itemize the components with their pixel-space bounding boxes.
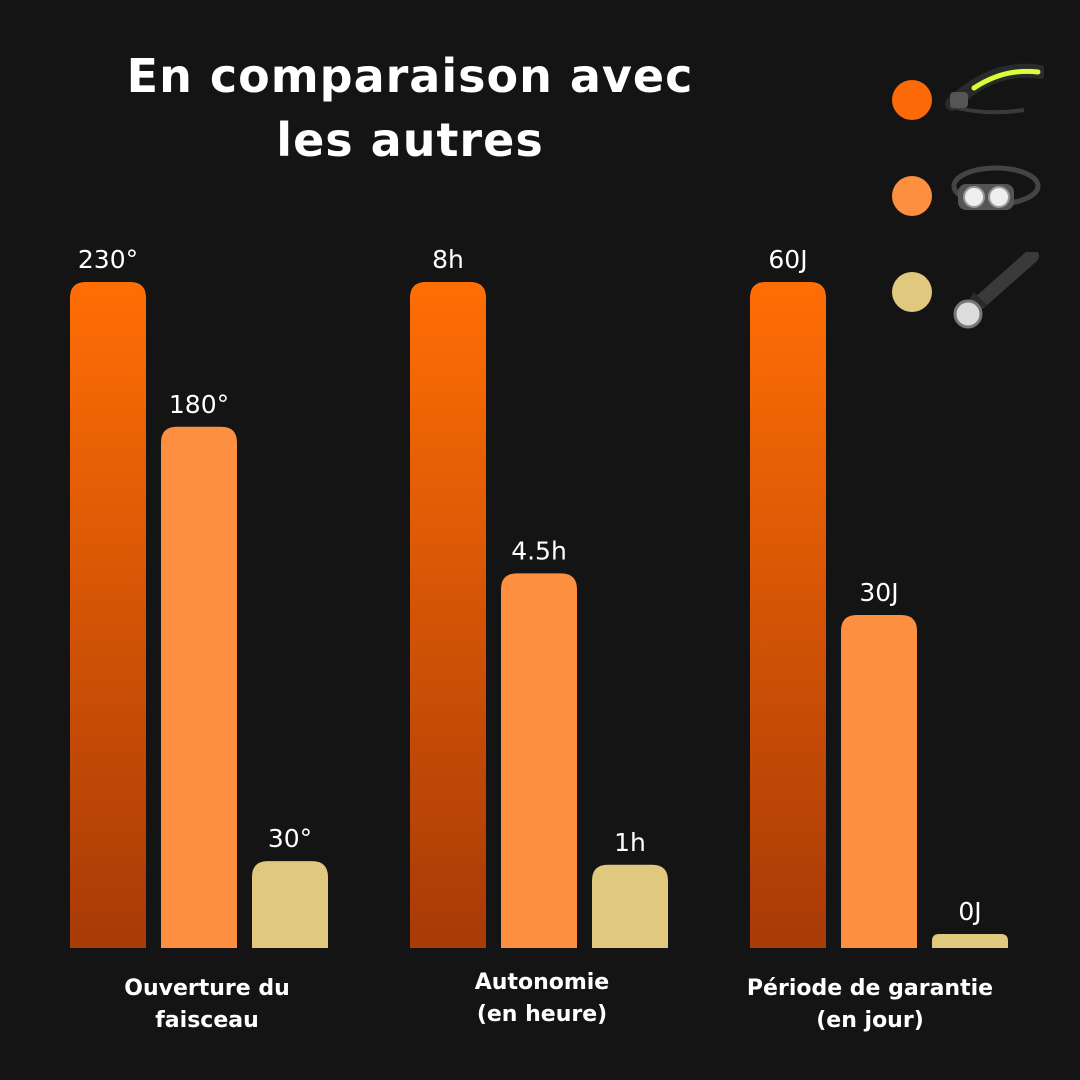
data-label-group-1-bar-3: 30° bbox=[268, 824, 312, 853]
category-label-2: Autonomie (en heure) bbox=[474, 970, 610, 1027]
legend-swatch-1 bbox=[892, 80, 932, 120]
bar-group-2-bar-2 bbox=[501, 573, 577, 948]
legend-swatch-2 bbox=[892, 176, 932, 216]
category-label-1: Ouverture du faisceau bbox=[124, 976, 290, 1033]
legend-item-2 bbox=[888, 156, 1058, 236]
bar-group-3-bar-1 bbox=[750, 282, 826, 948]
legend-item-3 bbox=[888, 252, 1058, 332]
data-label-group-3-bar-1: 60J bbox=[768, 245, 807, 274]
bar-group-2-bar-3 bbox=[592, 864, 668, 948]
bar-group-2-bar-1 bbox=[410, 282, 486, 948]
data-label-group-3-bar-3: 0J bbox=[958, 897, 981, 926]
legend-item-1 bbox=[888, 60, 1058, 140]
bar-group-1-bar-3 bbox=[252, 861, 328, 948]
data-label-group-1-bar-1: 230° bbox=[78, 245, 138, 274]
data-label-group-2-bar-3: 1h bbox=[614, 828, 646, 857]
legend-swatch-3 bbox=[892, 272, 932, 312]
bar-group-3-bar-3 bbox=[932, 934, 1008, 948]
bars-layer: 230° 180° 30° 8h 4.5h 1h 60J 30J 0J bbox=[70, 245, 1008, 949]
data-label-group-1-bar-2: 180° bbox=[169, 390, 229, 419]
chart-title: En comparaison avec les autres bbox=[60, 44, 760, 172]
led-headband-headlamp-icon bbox=[945, 63, 1044, 115]
data-label-group-2-bar-1: 8h bbox=[432, 245, 464, 274]
bar-group-1-bar-2 bbox=[161, 426, 237, 949]
bar-group-1-bar-1 bbox=[70, 282, 146, 948]
data-label-group-2-bar-2: 4.5h bbox=[511, 536, 567, 565]
flashlight-icon bbox=[953, 252, 1039, 329]
title-line-1: En comparaison avec bbox=[126, 49, 694, 103]
classic-headlamp-icon bbox=[951, 165, 1041, 210]
bar-group-3-bar-2 bbox=[841, 615, 917, 948]
category-label-3: Période de garantie (en jour) bbox=[746, 976, 994, 1033]
title-line-2: les autres bbox=[276, 113, 544, 167]
legend bbox=[888, 60, 1058, 340]
data-label-group-3-bar-2: 30J bbox=[859, 578, 898, 607]
